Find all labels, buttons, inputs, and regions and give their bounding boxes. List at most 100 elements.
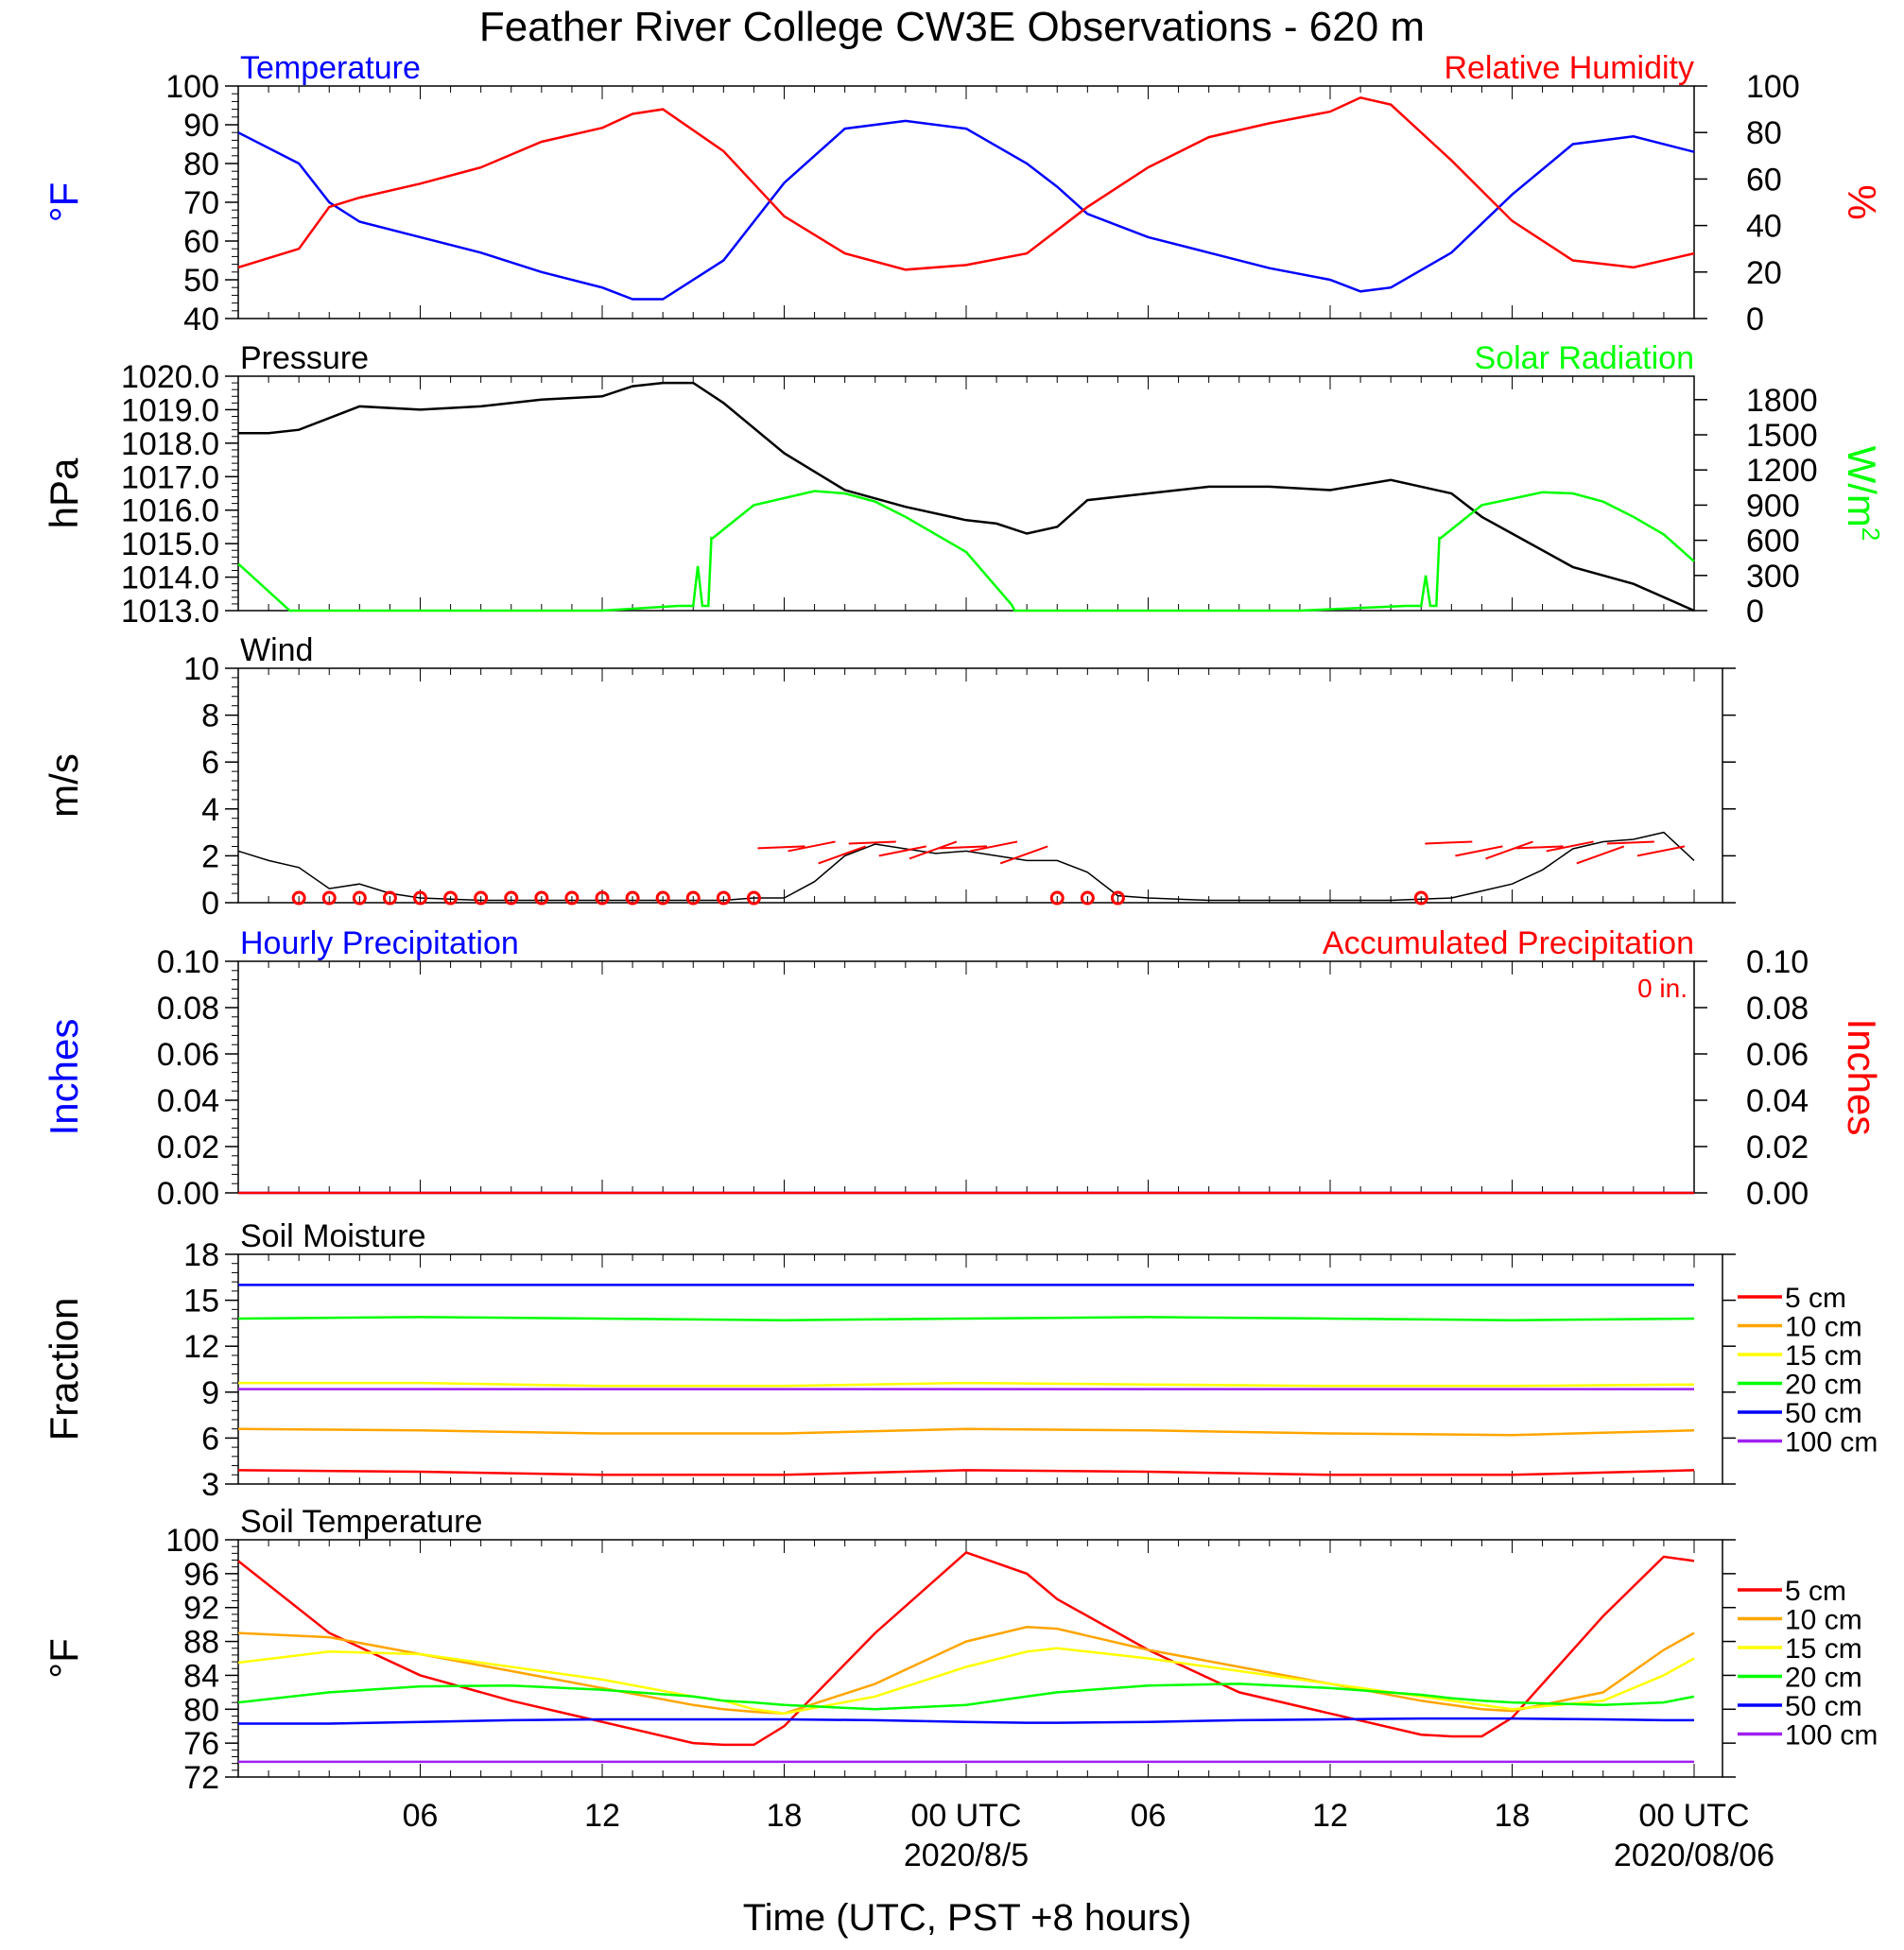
series-line-pressure <box>238 381 1695 613</box>
calm-wind-marker <box>685 890 701 906</box>
legend-label: 15 cm <box>1785 1340 1862 1372</box>
y-tick-label-left: 1013.0 <box>121 594 219 630</box>
y-tick-label-left: 84 <box>183 1658 219 1694</box>
calm-wind-marker <box>625 890 640 906</box>
calm-wind-marker <box>291 890 306 906</box>
y-axis-label-left: Fraction <box>42 1298 86 1441</box>
y-tick-label-right: 0.04 <box>1746 1083 1809 1119</box>
x-tick-label: 18 <box>1495 1798 1531 1834</box>
y-tick-label-left: 72 <box>183 1760 219 1796</box>
wind-barb <box>1636 845 1686 857</box>
calm-wind-marker <box>1080 890 1095 906</box>
y-tick-label-right: 0.02 <box>1746 1130 1809 1165</box>
panel-title-left: Hourly Precipitation <box>240 925 519 961</box>
y-axis-label-left: °F <box>42 182 86 222</box>
calm-wind-marker <box>564 890 580 906</box>
y-tick-label-right: 1200 <box>1746 453 1818 489</box>
y-tick-label-left: 0.10 <box>157 944 219 980</box>
y-tick-label-left: 10 <box>183 651 219 687</box>
y-axis-label-left: m/s <box>42 753 86 818</box>
wind-barb <box>969 840 1018 853</box>
y-tick-label-left: 0.04 <box>157 1083 219 1119</box>
calm-wind-marker <box>352 890 367 906</box>
y-tick-label-left: 3 <box>201 1467 219 1503</box>
y-tick-label-right: 0.06 <box>1746 1037 1809 1073</box>
y-tick-label-right: 60 <box>1746 162 1782 198</box>
series-line-10-cm <box>237 1427 1695 1437</box>
x-tick-label: 12 <box>584 1798 620 1834</box>
y-tick-label-right: 0.00 <box>1746 1176 1809 1212</box>
y-axis-label-left: °F <box>42 1638 86 1678</box>
series-line-wind <box>237 831 1695 902</box>
legend-label: 50 cm <box>1785 1398 1862 1429</box>
accumulated-total-label: 0 in. <box>1637 974 1688 1003</box>
y-tick-label-left: 6 <box>201 1421 219 1457</box>
wind-barb <box>1515 845 1564 850</box>
plot-frame <box>237 1253 1723 1485</box>
x-date-label: 2020/08/06 <box>1614 1838 1774 1873</box>
x-tick-label: 00 UTC <box>1638 1798 1749 1834</box>
y-tick-label-left: 8 <box>201 699 219 734</box>
panel-title-left: Soil Moisture <box>240 1218 426 1254</box>
calm-wind-marker <box>534 890 549 906</box>
legend-label: 20 cm <box>1785 1663 1862 1694</box>
series-line-20-cm <box>237 1316 1695 1321</box>
wind-barb <box>1546 840 1594 853</box>
legend-label: 10 cm <box>1785 1312 1862 1343</box>
legend-label: 10 cm <box>1785 1605 1862 1636</box>
y-tick-label-left: 6 <box>201 745 219 781</box>
panel-title-right: Relative Humidity <box>1444 50 1694 86</box>
calm-wind-marker <box>474 890 489 906</box>
legend-label: 5 cm <box>1785 1283 1846 1314</box>
y-tick-label-left: 100 <box>165 69 219 105</box>
y-tick-label-right: 300 <box>1746 559 1800 595</box>
y-tick-label-left: 1020.0 <box>121 359 219 395</box>
y-tick-label-left: 80 <box>183 147 219 182</box>
wind-barb <box>788 840 836 853</box>
figure-title: Feather River College CW3E Observations … <box>479 4 1425 50</box>
calm-wind-marker <box>655 890 670 906</box>
calm-wind-marker <box>1110 890 1125 906</box>
y-tick-label-left: 0.06 <box>157 1037 219 1073</box>
y-tick-label-left: 1017.0 <box>121 459 219 495</box>
y-tick-label-left: 0.02 <box>157 1130 219 1165</box>
y-tick-label-left: 70 <box>183 185 219 221</box>
y-tick-label-left: 1016.0 <box>121 493 219 529</box>
y-tick-label-right: 20 <box>1746 255 1782 291</box>
wind-barb <box>1485 840 1533 860</box>
series-line-5-cm <box>237 1550 1695 1747</box>
y-tick-label-right: 1800 <box>1746 383 1818 419</box>
y-tick-label-left: 50 <box>183 263 219 299</box>
y-tick-label-right: 0.10 <box>1746 944 1809 980</box>
wind-barb <box>1576 845 1625 865</box>
series-line-5-cm <box>237 1469 1695 1476</box>
x-tick-label: 06 <box>1131 1798 1167 1834</box>
y-axis-label-left: hPa <box>42 457 86 528</box>
y-tick-label-right: 40 <box>1746 209 1782 245</box>
x-tick-label: 12 <box>1312 1798 1348 1834</box>
y-tick-label-left: 92 <box>183 1591 219 1627</box>
y-tick-label-left: 1015.0 <box>121 526 219 562</box>
x-axis-label: Time (UTC, PST +8 hours) <box>743 1897 1192 1939</box>
calm-wind-marker <box>595 890 610 906</box>
calm-wind-marker <box>413 890 427 906</box>
series-line-10-cm <box>237 1626 1695 1716</box>
plot-frame <box>237 375 1695 612</box>
x-tick-label: 00 UTC <box>910 1798 1021 1834</box>
y-tick-label-right: 600 <box>1746 524 1800 560</box>
y-tick-label-right: 1500 <box>1746 418 1818 454</box>
x-tick-label: 06 <box>403 1798 439 1834</box>
legend-label: 15 cm <box>1785 1633 1862 1665</box>
y-tick-label-left: 1018.0 <box>121 426 219 462</box>
wind-barb <box>757 845 805 850</box>
y-tick-label-left: 9 <box>201 1375 219 1411</box>
y-tick-label-left: 100 <box>165 1523 219 1559</box>
series-line-20-cm <box>237 1683 1695 1711</box>
y-axis-label-right-superscript: 2 <box>1857 527 1885 541</box>
wind-barb <box>1606 840 1654 845</box>
panel-precip: 0.00 0.02 0.04 0.06 0.08 0.10 0.00 0.02 0.04 0.06… <box>42 925 1884 1212</box>
